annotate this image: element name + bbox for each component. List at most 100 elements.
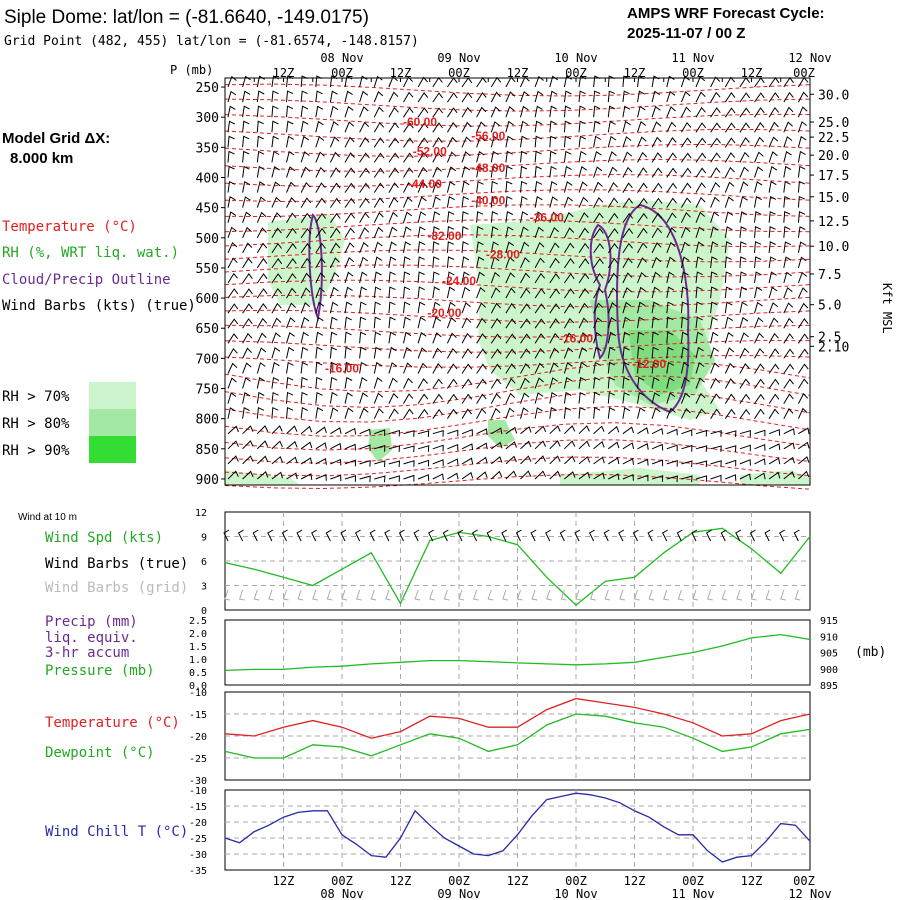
- wind-barb: [446, 226, 455, 238]
- wind-barb: [505, 76, 516, 88]
- bottom-hour-label: 00Z: [565, 874, 587, 888]
- wind-barb: [534, 226, 544, 238]
- wind-barb: [578, 302, 589, 314]
- wind-barb: [344, 242, 355, 254]
- wind-barb: [329, 361, 338, 374]
- wind-barb: [563, 347, 574, 359]
- surface-wind-barb: [252, 529, 259, 542]
- kft-tick-label: 20.0: [818, 149, 849, 164]
- wind-barb: [300, 151, 310, 163]
- wind-barb: [256, 211, 267, 223]
- wind-barb: [256, 391, 265, 404]
- top-hour-label: 00Z: [682, 66, 704, 80]
- wind-barb: [578, 181, 588, 193]
- wind-barb: [739, 301, 748, 314]
- wind-barbs-grid-label: Wind Barbs (grid): [45, 580, 188, 596]
- surface-wind-barb: [779, 529, 786, 542]
- wind-barb: [651, 271, 661, 284]
- wind-barb: [329, 212, 341, 223]
- wind-barb: [300, 346, 309, 359]
- wind-barb: [608, 457, 620, 465]
- wind-barb: [417, 408, 429, 419]
- wind-barb: [768, 348, 780, 359]
- wind-barb: [271, 90, 279, 103]
- wind-barb: [344, 475, 357, 482]
- wind-barb: [417, 286, 425, 299]
- wind-barb: [256, 455, 269, 465]
- series-line: [224, 527, 811, 606]
- wind-barb: [329, 301, 339, 314]
- wind-barb: [549, 332, 560, 344]
- wind-barb: [710, 271, 718, 284]
- wind-barb: [797, 195, 805, 208]
- wind-barb: [666, 90, 676, 103]
- wind-barb: [300, 376, 308, 389]
- surface-wind-barb: [296, 529, 303, 542]
- kft-tick-label: 12.5: [818, 215, 849, 230]
- wind-barb: [768, 443, 781, 450]
- wind-barb: [754, 393, 765, 404]
- wind-barb: [388, 460, 401, 468]
- y-right-tick-label: 915: [820, 616, 838, 627]
- kft-tick-label: 2.5: [818, 331, 841, 346]
- wind-barb: [359, 241, 369, 254]
- surface-wind-barb: [340, 529, 347, 542]
- wind-barb: [549, 303, 560, 314]
- wind-barb: [695, 377, 705, 389]
- wind-barb: [578, 258, 590, 269]
- wind-barb: [315, 257, 326, 269]
- wind-barb: [593, 331, 602, 344]
- wind-barb: [432, 271, 440, 284]
- wind-barb: [695, 316, 703, 329]
- wind-barb: [315, 361, 323, 374]
- wind-barb: [783, 302, 794, 314]
- wind-barb: [476, 195, 484, 208]
- wind-barb: [271, 471, 283, 480]
- wind-barb: [768, 166, 778, 178]
- wind-barb: [388, 331, 397, 344]
- p-tick-label: 600: [196, 292, 219, 307]
- wind-barb: [695, 256, 704, 268]
- wind-barb: [227, 318, 239, 329]
- wind-barb: [300, 105, 309, 118]
- wind-barb: [388, 429, 400, 437]
- wind-barb: [271, 425, 283, 435]
- wind-barb: [242, 392, 251, 404]
- wind-barb: [798, 427, 810, 435]
- wind-barb: [242, 135, 250, 148]
- wind-barb: [549, 347, 560, 359]
- wind-barb: [505, 135, 514, 148]
- wind-barb: [549, 196, 558, 208]
- surface-wind-barb: [237, 529, 244, 542]
- kft-tick-label: 25.0: [818, 116, 849, 131]
- wind-barb: [446, 196, 455, 208]
- wind-barb: [563, 391, 572, 404]
- wind-chill-label: Wind Chill T (°C): [45, 824, 188, 840]
- wind-barb: [242, 377, 251, 389]
- wind-barb: [520, 392, 530, 404]
- wind-barb: [359, 227, 370, 239]
- wind-barb: [651, 105, 661, 118]
- wind-barb: [593, 376, 601, 389]
- wind-barb: [446, 347, 458, 359]
- grid-wind-barb: [531, 589, 538, 601]
- wind-barb: [432, 241, 440, 253]
- wind-barb: [271, 455, 283, 465]
- wind-barb: [593, 302, 604, 314]
- y-right-tick-label: 900: [820, 665, 838, 676]
- wind-barb: [256, 471, 269, 480]
- wind-barb: [754, 181, 763, 193]
- wind-barb: [329, 257, 340, 269]
- grid-wind-barb: [399, 589, 406, 601]
- surface-wind-barb: [281, 529, 288, 542]
- wind-barb: [637, 257, 647, 269]
- wind-barb: [622, 316, 631, 329]
- wind-barb: [359, 90, 369, 103]
- wind-barb: [403, 241, 411, 253]
- wind-barb: [797, 241, 807, 253]
- wind-barb: [695, 392, 706, 404]
- grid-wind-barb: [443, 589, 450, 601]
- wind-barb: [695, 241, 704, 254]
- wind-barb: [344, 407, 354, 419]
- wind-barb: [724, 271, 732, 284]
